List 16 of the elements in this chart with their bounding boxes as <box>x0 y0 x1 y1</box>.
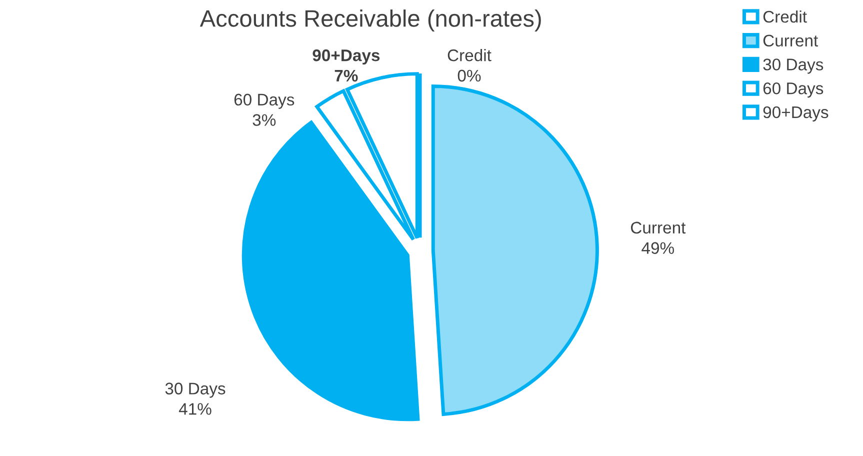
data-label: 49% <box>642 242 674 254</box>
data-label: 41% <box>178 403 212 415</box>
data-label: 3% <box>252 114 276 126</box>
legend-label: 30 Days <box>763 58 824 74</box>
slice-label: 30 Days <box>165 382 226 398</box>
legend-label: Credit <box>763 10 807 23</box>
slice-label: 60 Days <box>234 94 294 109</box>
legend-label: 60 Days <box>763 82 824 98</box>
slice-label: Current <box>630 222 686 234</box>
chart-title: Accounts Receivable (non-rates) <box>200 10 541 32</box>
legend-label: Current <box>763 34 818 47</box>
legend-label: 90+Days <box>763 106 828 122</box>
text: 0% <box>458 70 481 82</box>
category-label: Credit <box>448 48 492 62</box>
data-label: 7% <box>334 70 358 82</box>
slice-label: 90+Days <box>312 49 380 65</box>
